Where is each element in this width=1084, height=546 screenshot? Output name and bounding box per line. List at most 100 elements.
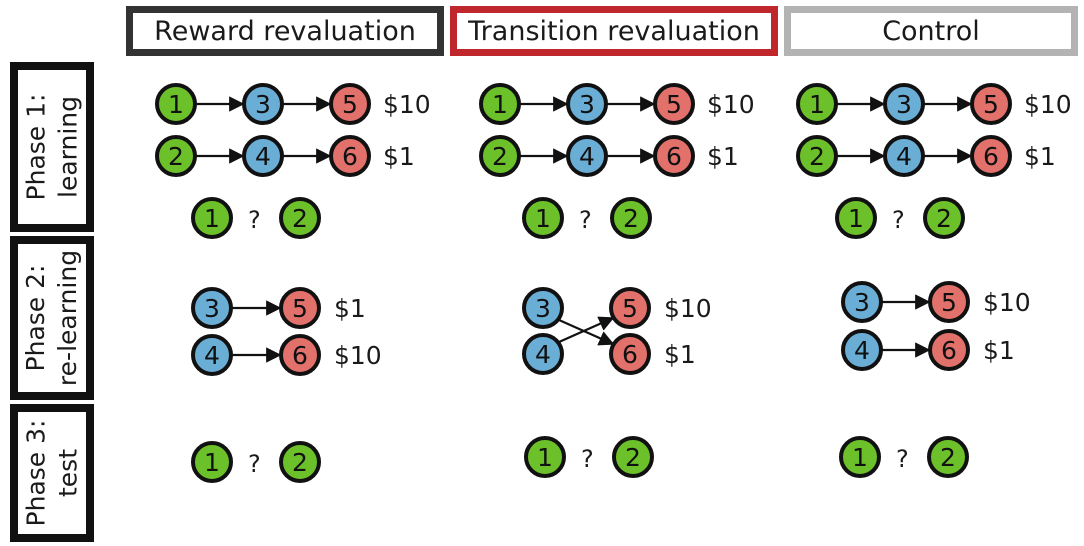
- state-node-1: [524, 436, 566, 478]
- state-label-6: 6: [342, 142, 358, 171]
- reward-label: $10: [707, 90, 755, 119]
- state-label-4: 4: [854, 336, 870, 365]
- state-node-1: [155, 83, 197, 125]
- state-label-4: 4: [896, 142, 912, 171]
- state-node-1: [191, 197, 233, 239]
- transition-arrow: [558, 318, 615, 346]
- state-node-2: [923, 197, 965, 239]
- state-node-4: [883, 135, 925, 177]
- state-label-6: 6: [983, 142, 999, 171]
- state-label-1: 1: [168, 90, 184, 119]
- state-label-1: 1: [492, 90, 508, 119]
- reward-label: $1: [707, 142, 739, 171]
- state-node-4: [191, 334, 233, 376]
- reward-label: $10: [383, 90, 431, 119]
- state-node-4: [242, 135, 284, 177]
- state-label-3: 3: [896, 90, 912, 119]
- state-label-5: 5: [622, 294, 638, 323]
- state-node-3: [841, 281, 883, 323]
- state-label-6: 6: [292, 341, 308, 370]
- state-node-2: [796, 135, 838, 177]
- reward-label: $10: [334, 341, 382, 370]
- question-mark: ?: [896, 445, 909, 473]
- state-label-5: 5: [292, 294, 308, 323]
- state-node-5: [970, 83, 1012, 125]
- state-node-6: [653, 135, 695, 177]
- state-node-2: [610, 197, 652, 239]
- question-mark: ?: [581, 445, 594, 473]
- phase-3-label-box: Phase 3: test: [10, 404, 94, 542]
- state-node-6: [279, 334, 321, 376]
- phase-2-label-box: Phase 2: re-learning: [10, 236, 94, 400]
- state-node-4: [566, 135, 608, 177]
- state-label-5: 5: [941, 288, 957, 317]
- state-node-3: [191, 287, 233, 329]
- state-node-1: [522, 197, 564, 239]
- question-mark: ?: [892, 206, 905, 234]
- state-label-5: 5: [666, 90, 682, 119]
- reward-label: $10: [664, 294, 712, 323]
- state-node-1: [796, 83, 838, 125]
- state-label-1: 1: [204, 448, 220, 477]
- state-label-1: 1: [848, 204, 864, 233]
- state-label-3: 3: [854, 288, 870, 317]
- state-label-5: 5: [983, 90, 999, 119]
- state-node-2: [279, 197, 321, 239]
- state-node-6: [609, 333, 651, 375]
- question-mark: ?: [248, 450, 261, 478]
- state-label-2: 2: [936, 204, 952, 233]
- state-node-5: [279, 287, 321, 329]
- state-node-2: [479, 135, 521, 177]
- transition-arrow: [558, 316, 615, 344]
- state-label-4: 4: [204, 341, 220, 370]
- state-label-3: 3: [535, 294, 551, 323]
- question-mark: ?: [579, 206, 592, 234]
- state-node-1: [839, 436, 881, 478]
- state-label-2: 2: [625, 443, 641, 472]
- reward-label: $1: [1024, 142, 1056, 171]
- header-transition-revaluation: Transition revaluation: [450, 6, 778, 56]
- state-label-1: 1: [809, 90, 825, 119]
- state-node-2: [155, 135, 197, 177]
- reward-label: $10: [983, 288, 1031, 317]
- state-label-2: 2: [809, 142, 825, 171]
- state-label-3: 3: [579, 90, 595, 119]
- question-mark: ?: [248, 206, 261, 234]
- state-label-4: 4: [255, 142, 271, 171]
- header-control: Control: [784, 6, 1078, 56]
- state-node-2: [279, 441, 321, 483]
- state-node-6: [329, 135, 371, 177]
- reward-label: $1: [383, 142, 415, 171]
- state-node-1: [191, 441, 233, 483]
- state-label-2: 2: [168, 142, 184, 171]
- state-label-1: 1: [852, 443, 868, 472]
- state-label-2: 2: [292, 204, 308, 233]
- state-node-4: [522, 333, 564, 375]
- state-node-3: [883, 83, 925, 125]
- state-label-2: 2: [623, 204, 639, 233]
- state-node-1: [835, 197, 877, 239]
- state-node-6: [928, 329, 970, 371]
- reward-label: $10: [1024, 90, 1072, 119]
- state-node-5: [653, 83, 695, 125]
- state-label-1: 1: [537, 443, 553, 472]
- state-node-1: [479, 83, 521, 125]
- state-label-6: 6: [622, 340, 638, 369]
- state-node-4: [841, 329, 883, 371]
- state-node-3: [242, 83, 284, 125]
- state-label-6: 6: [941, 336, 957, 365]
- state-label-3: 3: [204, 294, 220, 323]
- state-node-5: [609, 287, 651, 329]
- phase-1-label-box: Phase 1: learning: [10, 62, 94, 232]
- state-node-6: [970, 135, 1012, 177]
- state-label-3: 3: [255, 90, 271, 119]
- state-node-5: [329, 83, 371, 125]
- state-node-3: [566, 83, 608, 125]
- state-label-1: 1: [535, 204, 551, 233]
- reward-label: $1: [664, 340, 696, 369]
- state-label-6: 6: [666, 142, 682, 171]
- state-label-2: 2: [292, 448, 308, 477]
- state-node-2: [927, 436, 969, 478]
- header-reward-revaluation: Reward revaluation: [126, 6, 444, 56]
